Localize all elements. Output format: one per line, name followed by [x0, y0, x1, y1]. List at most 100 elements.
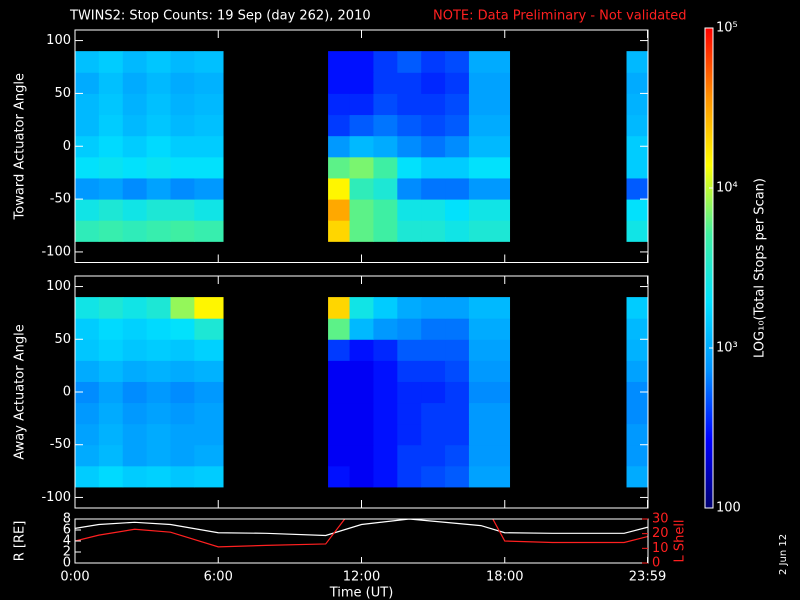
heat-cell — [122, 220, 148, 242]
y-tick-label: 4 — [63, 534, 71, 549]
heat-cell — [373, 177, 398, 200]
heat-cell — [146, 114, 171, 137]
heat-cell — [626, 51, 649, 73]
heat-cell — [170, 177, 195, 200]
heat-cell — [397, 135, 422, 158]
x-axis-label: Time (UT) — [329, 586, 394, 600]
heat-cell — [626, 220, 649, 242]
heat-cell — [349, 199, 374, 221]
heat-cell — [349, 339, 374, 361]
heat-cell — [328, 318, 351, 340]
heat-cell — [445, 199, 470, 221]
heat-cell — [349, 402, 374, 425]
heat-cell — [122, 177, 148, 200]
heat-cell — [146, 93, 171, 116]
heat-cell — [373, 199, 398, 221]
heat-cell — [194, 360, 224, 382]
heat-cell — [98, 220, 124, 242]
heat-cell — [98, 318, 124, 340]
y-axis-label: Toward Actuator Angle — [13, 73, 28, 220]
heat-cell — [349, 177, 374, 200]
heat-cell — [194, 444, 224, 467]
heat-cell — [397, 220, 422, 242]
heat-cell — [373, 423, 398, 446]
heat-cell — [397, 297, 422, 319]
heat-cell — [194, 177, 224, 200]
heat-cell — [626, 177, 649, 200]
heat-cell — [445, 114, 470, 137]
heat-cell — [397, 381, 422, 404]
heat-cell — [397, 360, 422, 382]
heat-cell — [626, 318, 649, 340]
heat-cell — [468, 381, 511, 404]
heat-cell — [445, 177, 470, 200]
heat-cell — [421, 135, 446, 158]
heat-cell — [328, 444, 351, 467]
heat-cell — [373, 297, 398, 319]
heat-cell — [170, 339, 195, 361]
heat-cell — [445, 220, 470, 242]
x-tick-label: 18:00 — [486, 570, 523, 585]
heat-cell — [98, 72, 124, 94]
heat-cell — [194, 114, 224, 137]
heat-cell — [328, 220, 351, 242]
heat-cell — [75, 72, 100, 94]
heat-cell — [170, 423, 195, 446]
heat-cell — [75, 318, 100, 340]
heat-cell — [146, 72, 171, 94]
heat-cell — [328, 72, 351, 94]
heat-cell — [349, 93, 374, 116]
heat-cell — [445, 423, 470, 446]
heat-cell — [445, 135, 470, 158]
colorbar-tick-label: 10⁵ — [716, 21, 738, 36]
heat-cell — [194, 402, 224, 425]
heat-cell — [170, 444, 195, 467]
heat-cell — [98, 339, 124, 361]
heat-cell — [194, 318, 224, 340]
y-axis-label: R [RE] — [13, 521, 28, 562]
heat-cell — [445, 297, 470, 319]
heat-cell — [170, 93, 195, 116]
heat-cell — [98, 465, 124, 488]
heat-cell — [421, 220, 446, 242]
heat-cell — [122, 423, 148, 446]
heat-cell — [397, 51, 422, 73]
heat-cell — [421, 360, 446, 382]
heat-cell — [445, 360, 470, 382]
heat-cell — [170, 402, 195, 425]
heat-cell — [328, 135, 351, 158]
title: TWINS2: Stop Counts: 19 Sep (day 262), 2… — [69, 9, 371, 24]
heat-cell — [468, 177, 511, 200]
heat-cell — [626, 135, 649, 158]
heat-cell — [194, 156, 224, 179]
colorbar-tick-label: 10⁴ — [716, 181, 738, 196]
heat-cell — [98, 423, 124, 446]
heat-cell — [468, 220, 511, 242]
heat-cell — [421, 156, 446, 179]
heat-cell — [421, 423, 446, 446]
heat-cell — [328, 465, 351, 488]
heat-cell — [468, 297, 511, 319]
heat-cell — [397, 72, 422, 94]
heat-cell — [468, 114, 511, 137]
heat-cell — [122, 402, 148, 425]
heat-cell — [75, 220, 100, 242]
heat-cell — [328, 156, 351, 179]
heat-cell — [194, 220, 224, 242]
heat-cell — [373, 51, 398, 73]
heat-cell — [421, 93, 446, 116]
heat-cell — [122, 72, 148, 94]
plot-frame — [74, 518, 649, 564]
heat-cell — [328, 199, 351, 221]
heat-cell — [397, 444, 422, 467]
heat-cell — [397, 114, 422, 137]
heat-cell — [98, 156, 124, 179]
heat-cell — [194, 465, 224, 488]
heat-cell — [349, 114, 374, 137]
heat-cell — [468, 423, 511, 446]
heat-cell — [146, 199, 171, 221]
heat-cell — [397, 177, 422, 200]
heat-cell — [328, 381, 351, 404]
y-tick-label: -100 — [41, 244, 71, 259]
